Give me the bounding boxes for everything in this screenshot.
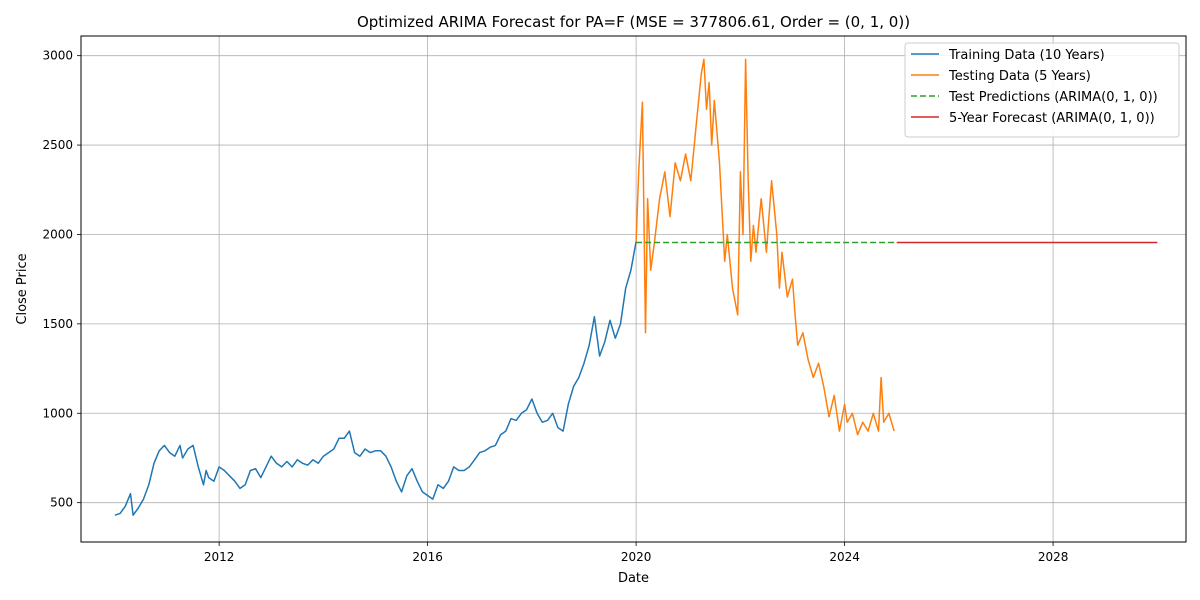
y-tick-label: 2000: [42, 227, 73, 241]
legend-label-4: 5-Year Forecast (ARIMA(0, 1, 0)): [949, 111, 1155, 126]
legend-box: [904, 42, 1180, 138]
legend-label-2: Testing Data (5 Years): [948, 69, 1091, 84]
y-tick-label: 3000: [42, 49, 73, 63]
x-tick-label: 2024: [829, 550, 860, 564]
y-tick-label: 1500: [42, 317, 73, 331]
x-tick-label: 2012: [204, 550, 235, 564]
y-tick-label: 1000: [42, 406, 73, 420]
chart-title: Optimized ARIMA Forecast for PA=F (MSE =…: [357, 13, 910, 31]
legend-label-1: Training Data (10 Years): [948, 48, 1105, 63]
series-layer: [114, 58, 1158, 516]
x-tick-label: 2020: [621, 550, 652, 564]
axis-layer: 2012 2016 2020 2024 2028 500 1000 1500 2000 2500 3…: [42, 49, 1068, 564]
x-tick-label: 2028: [1038, 550, 1069, 564]
legend-items: Training Data (10 Years) Testing Data (5 …: [911, 48, 1158, 126]
series-line-2: [635, 58, 895, 436]
y-axis-title: Close Price: [15, 253, 30, 324]
x-axis-title: Date: [618, 571, 649, 586]
x-tick-label: 2016: [412, 550, 443, 564]
y-tick-label: 2500: [42, 138, 73, 152]
y-tick-label: 500: [50, 496, 73, 510]
legend-label-3: Test Predictions (ARIMA(0, 1, 0)): [948, 90, 1158, 105]
series-line-1: [114, 241, 637, 516]
legend: Training Data (10 Years) Testing Data (5 …: [904, 42, 1180, 138]
plot-frame: [80, 35, 1187, 543]
